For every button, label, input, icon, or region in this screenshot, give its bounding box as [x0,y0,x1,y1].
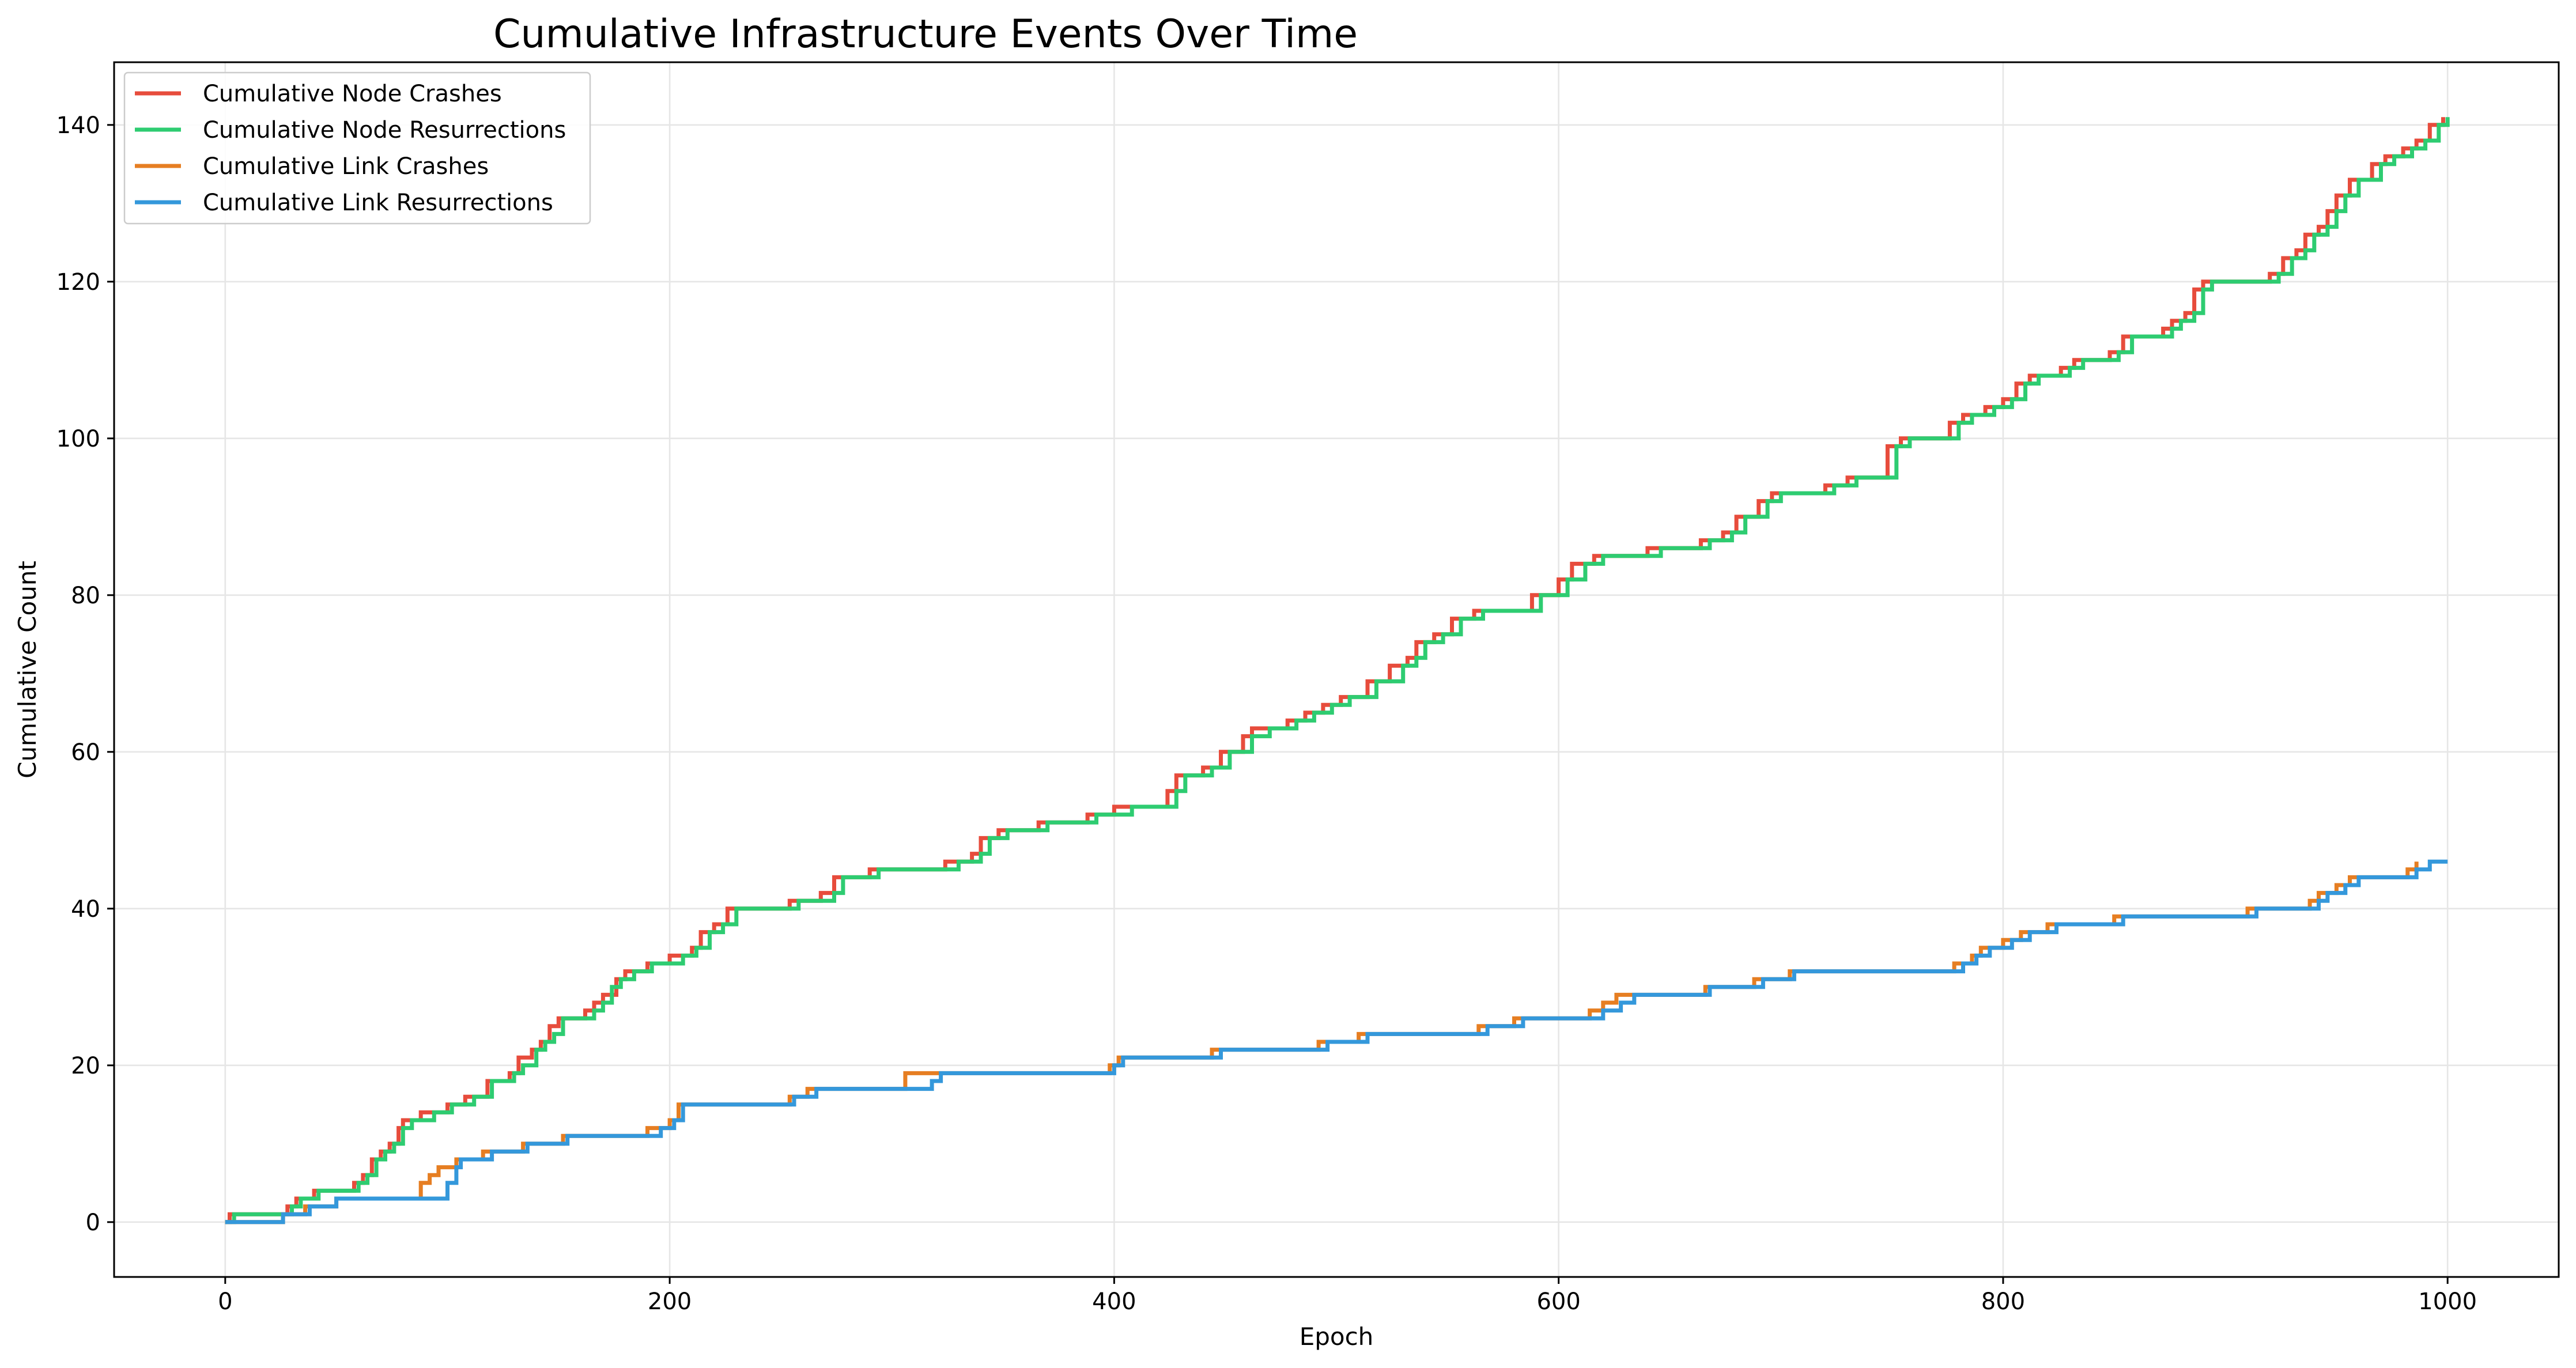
y-tick-label: 0 [86,1210,100,1236]
legend-box [123,71,591,225]
y-tick-label: 100 [56,426,100,452]
x-tick-label: 0 [218,1288,232,1315]
series-line-cumulative-node-crashes [225,117,2445,1225]
x-tick-label: 400 [1092,1288,1136,1315]
y-tick-label: 140 [56,112,100,139]
legend-label: Cumulative Link Crashes [203,153,489,180]
series-line-cumulative-link-resurrections [225,859,2448,1225]
x-tick-label: 800 [1981,1288,2025,1315]
series-line-cumulative-node-resurrections [225,117,2450,1225]
x-tick-label: 1000 [2418,1288,2477,1315]
axis-ticks: 0 200 400 600 800 1000 0 20 40 60 80 100 120 140 [56,112,2477,1315]
y-tick-label: 80 [71,583,100,609]
plot-frame [113,61,2560,1278]
legend-label: Cumulative Link Resurrections [203,190,553,216]
legend-label: Cumulative Node Crashes [203,81,502,107]
legend-label: Cumulative Node Resurrections [203,117,566,143]
legend: Cumulative Node Crashes Cumulative Node R… [123,71,591,225]
x-axis-label: Epoch [1300,1322,1374,1351]
x-tick-label: 200 [648,1288,692,1315]
y-axis-label: Cumulative Count [13,561,41,779]
y-tick-label: 20 [71,1053,100,1079]
grid [114,62,2559,1277]
y-tick-label: 60 [71,739,100,766]
series-lines [225,117,2450,1225]
x-tick-label: 600 [1536,1288,1580,1315]
y-tick-label: 120 [56,269,100,296]
chart-title: Cumulative Infrastructure Events Over Ti… [493,12,1358,57]
y-tick-label: 40 [71,896,100,923]
